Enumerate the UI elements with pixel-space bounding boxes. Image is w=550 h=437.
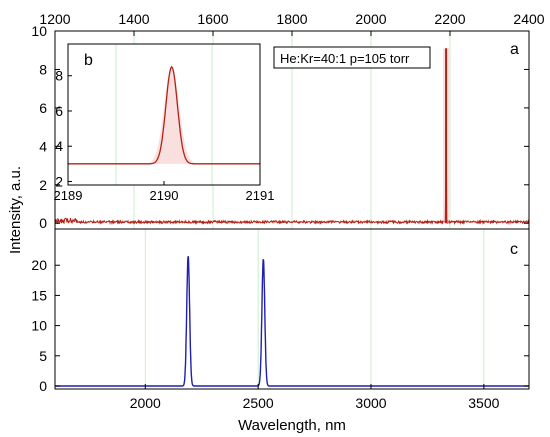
b-y-tick-label: 6 <box>55 103 63 119</box>
top-x-tick-label: 1800 <box>276 11 307 27</box>
top-x-tick-label: 2200 <box>434 11 465 27</box>
b-x-tick-label: 2189 <box>54 188 83 203</box>
panel-b-grid <box>115 44 213 185</box>
y-axis-title: Intensity, a.u. <box>7 166 24 254</box>
a-y-tick-label: 2 <box>39 177 47 193</box>
peak-b-halo <box>142 66 201 164</box>
annotation-text: He:Kr=40:1 p=105 torr <box>280 51 410 66</box>
annotation-box <box>273 46 431 69</box>
panel-c-frame <box>54 228 530 390</box>
a-y-tick-label: 8 <box>39 61 47 77</box>
b-y-tick-label: 2 <box>55 173 63 189</box>
b-x-tick-label: 2190 <box>150 188 179 203</box>
panel-c-ticks: 2000 2500 3000 3500 0 5 10 15 20 <box>31 257 529 411</box>
c-y-tick-label: 0 <box>39 378 47 394</box>
a-y-tick-label: 4 <box>39 138 47 154</box>
trace-b-line <box>68 65 260 165</box>
panel-c-grid <box>144 229 485 389</box>
panel-b-ticks: 2189 2190 2191 2 4 6 8 <box>54 68 275 203</box>
c-y-tick-label: 20 <box>31 257 47 273</box>
panel-c-trace <box>55 256 529 387</box>
a-y-tick-label: 0 <box>39 215 47 231</box>
panel-a-trace <box>54 48 530 226</box>
trace-c-line <box>55 256 529 387</box>
c-y-tick-label: 5 <box>39 348 47 364</box>
c-y-tick-label: 10 <box>31 318 47 334</box>
c-x-tick-label: 2000 <box>130 395 161 411</box>
top-x-tick-label: 1200 <box>39 11 70 27</box>
c-y-tick-label: 15 <box>31 287 47 303</box>
panel-b-inset: 2189 2190 2191 2 4 6 8 b <box>54 43 275 203</box>
a-y-tick-label: 10 <box>31 23 47 39</box>
b-y-tick-label: 8 <box>55 68 63 84</box>
top-x-tick-label: 2000 <box>355 11 386 27</box>
c-x-tick-label: 3500 <box>468 395 499 411</box>
b-x-tick-label: 2191 <box>246 188 275 203</box>
trace-a-line <box>54 49 530 226</box>
panel-b-label: b <box>84 52 93 69</box>
c-x-tick-label: 3000 <box>355 395 386 411</box>
top-x-tick-label: 1400 <box>118 11 149 27</box>
panel-c: 2000 2500 3000 3500 0 5 10 15 20 c <box>31 228 530 411</box>
panel-c-label: c <box>510 241 518 258</box>
a-y-tick-label: 6 <box>39 100 47 116</box>
x-axis-title: Wavelength, nm <box>238 417 346 434</box>
top-x-tick-label: 1600 <box>197 11 228 27</box>
c-x-tick-label: 2500 <box>243 395 274 411</box>
top-x-tick-label: 2400 <box>513 11 544 27</box>
b-y-tick-label: 4 <box>55 138 63 154</box>
panel-b-trace <box>68 65 260 165</box>
panel-a-label: a <box>510 41 519 58</box>
